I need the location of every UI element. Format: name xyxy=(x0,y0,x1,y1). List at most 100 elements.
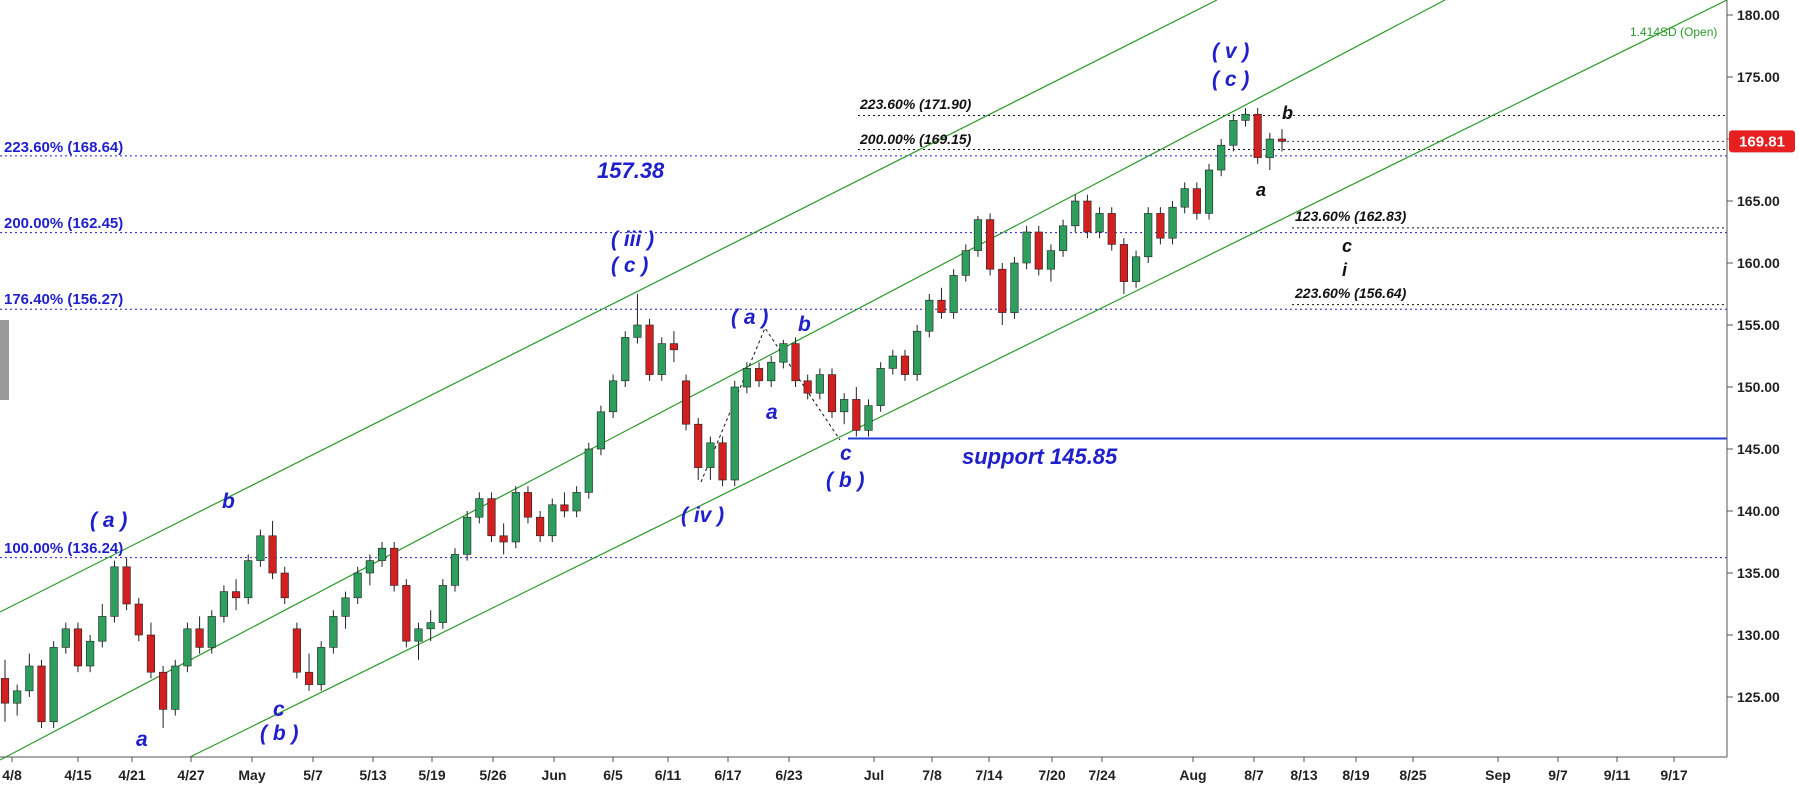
x-tick-label: 7/14 xyxy=(975,767,1002,783)
candle-body xyxy=(1119,244,1128,282)
side-collapse-handle[interactable] xyxy=(0,320,9,400)
candle-body xyxy=(669,343,678,351)
axes xyxy=(0,0,1728,758)
x-tick-label: 6/17 xyxy=(714,767,741,783)
x-tick-label: 9/11 xyxy=(1604,767,1631,783)
wave-label-b4: b xyxy=(1282,103,1293,123)
wave-label-v: ( v ) xyxy=(1212,40,1249,63)
x-tick-label: 8/19 xyxy=(1342,767,1369,783)
x-tick-label: 4/27 xyxy=(177,767,204,783)
candle-body xyxy=(1277,138,1287,142)
wave-label-c-iii: ( c ) xyxy=(611,254,648,277)
candle-body xyxy=(256,535,265,561)
x-tick-label: 4/8 xyxy=(2,767,22,783)
y-tick-label: 135.00 xyxy=(1737,565,1780,581)
candle-body xyxy=(609,380,618,413)
candle-body xyxy=(499,535,508,543)
candle-body xyxy=(754,368,764,382)
x-tick-label: 8/13 xyxy=(1290,767,1317,783)
x-tick-label: 5/7 xyxy=(303,767,323,783)
fib-left-label-2: 176.40% (156.27) xyxy=(4,291,123,308)
y-tick-label: 175.00 xyxy=(1737,69,1780,85)
x-tick-label: 5/13 xyxy=(359,767,386,783)
candle-body xyxy=(450,554,460,586)
y-tick-label: 140.00 xyxy=(1737,503,1780,519)
candle-body xyxy=(973,219,983,251)
wave-label-c3: c xyxy=(1342,236,1352,256)
candle-body xyxy=(463,516,472,555)
candle-body xyxy=(523,492,533,518)
candle-body xyxy=(1204,169,1214,214)
candle-body xyxy=(1156,213,1165,239)
fib-left-label-0: 223.60% (168.64) xyxy=(4,139,123,156)
candle-body xyxy=(1022,231,1031,264)
x-tick-label: 6/23 xyxy=(775,767,802,783)
wave-label-iv: ( iv ) xyxy=(681,504,724,527)
wave-label-c1: c xyxy=(273,698,285,721)
candle-body xyxy=(390,547,399,586)
wave-label-a-paren: ( a ) xyxy=(731,306,768,329)
y-tick-label: 125.00 xyxy=(1737,689,1780,705)
candle-body xyxy=(548,504,557,537)
x-tick-label: 9/7 xyxy=(1548,767,1568,783)
candle-body xyxy=(377,547,387,561)
x-tick-label: 4/15 xyxy=(64,767,91,783)
candle-body xyxy=(742,368,751,388)
candle-body xyxy=(852,399,861,431)
candle-body xyxy=(159,671,168,710)
peak-label: 157.38 xyxy=(597,158,665,183)
candle-body xyxy=(353,572,362,599)
candle-body xyxy=(195,628,204,648)
x-tick-label: Jul xyxy=(864,767,884,783)
x-tick-label: Jun xyxy=(542,767,567,783)
candle-body xyxy=(1046,250,1055,270)
annotations: 1.414SD (Open) 223.60% (168.64) 200.00% … xyxy=(4,25,1717,751)
x-tick-label: Aug xyxy=(1179,767,1206,783)
candle-body xyxy=(536,516,545,537)
x-tick-label: 8/7 xyxy=(1244,767,1264,783)
candle-body xyxy=(304,671,314,685)
candle-body xyxy=(767,361,776,382)
x-tick-label: 9/17 xyxy=(1660,767,1687,783)
candle-body xyxy=(134,603,143,636)
candle-body xyxy=(292,628,301,673)
channel-line xyxy=(0,0,1218,613)
candle-body xyxy=(1265,138,1274,158)
y-tick-label: 160.00 xyxy=(1737,255,1780,271)
candle-body xyxy=(681,380,691,425)
candle-body xyxy=(171,665,180,710)
candle-body xyxy=(487,498,496,537)
candle-body xyxy=(1059,225,1068,251)
candle-body xyxy=(365,560,374,574)
candle-body xyxy=(0,678,10,704)
wave-label-i: i xyxy=(1342,260,1348,280)
fib-left-label-1: 200.00% (162.45) xyxy=(4,215,123,232)
candle-body xyxy=(268,535,277,574)
candle-body xyxy=(244,560,253,599)
candle-body xyxy=(888,355,897,369)
candle-body xyxy=(1192,188,1201,214)
candle-body xyxy=(718,442,727,481)
candle-body xyxy=(511,492,520,543)
candle-body xyxy=(864,405,873,431)
wave-label-c-v: ( c ) xyxy=(1212,68,1249,91)
x-tick-label: 7/24 xyxy=(1088,767,1115,783)
y-tick-label: 180.00 xyxy=(1737,7,1780,23)
candle-body xyxy=(596,411,606,450)
last-price-tag: 169.81 xyxy=(1729,130,1795,153)
candle-body xyxy=(937,299,946,313)
candle-body xyxy=(329,616,338,648)
candle-body xyxy=(645,324,654,375)
candle-body xyxy=(694,423,703,468)
candle-body xyxy=(13,690,22,704)
candle-body xyxy=(730,386,739,481)
x-tick-label: 6/5 xyxy=(603,767,623,783)
channel-line xyxy=(0,0,1446,761)
candle-body xyxy=(791,343,800,382)
channel-label: 1.414SD (Open) xyxy=(1630,25,1717,39)
axis-ticks: 125.00 130.00 135.00 140.00 145.00 150.00 155.… xyxy=(2,7,1780,783)
candle-body xyxy=(280,572,289,599)
candle-body xyxy=(657,343,666,375)
candle-body xyxy=(37,665,46,723)
candle-body xyxy=(232,591,241,599)
